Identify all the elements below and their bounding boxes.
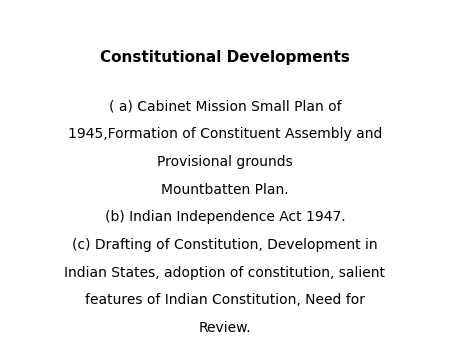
Text: Indian States, adoption of constitution, salient: Indian States, adoption of constitution,… xyxy=(64,266,386,280)
Text: Review.: Review. xyxy=(199,321,251,335)
Text: Constitutional Developments: Constitutional Developments xyxy=(100,50,350,65)
Text: 1945,Formation of Constituent Assembly and: 1945,Formation of Constituent Assembly a… xyxy=(68,127,382,141)
Text: Mountbatten Plan.: Mountbatten Plan. xyxy=(161,183,289,197)
Text: ( a) Cabinet Mission Small Plan of: ( a) Cabinet Mission Small Plan of xyxy=(109,99,341,114)
Text: Provisional grounds: Provisional grounds xyxy=(157,155,293,169)
Text: features of Indian Constitution, Need for: features of Indian Constitution, Need fo… xyxy=(85,293,365,308)
Text: (c) Drafting of Constitution, Development in: (c) Drafting of Constitution, Developmen… xyxy=(72,238,378,252)
Text: (b) Indian Independence Act 1947.: (b) Indian Independence Act 1947. xyxy=(105,210,345,224)
